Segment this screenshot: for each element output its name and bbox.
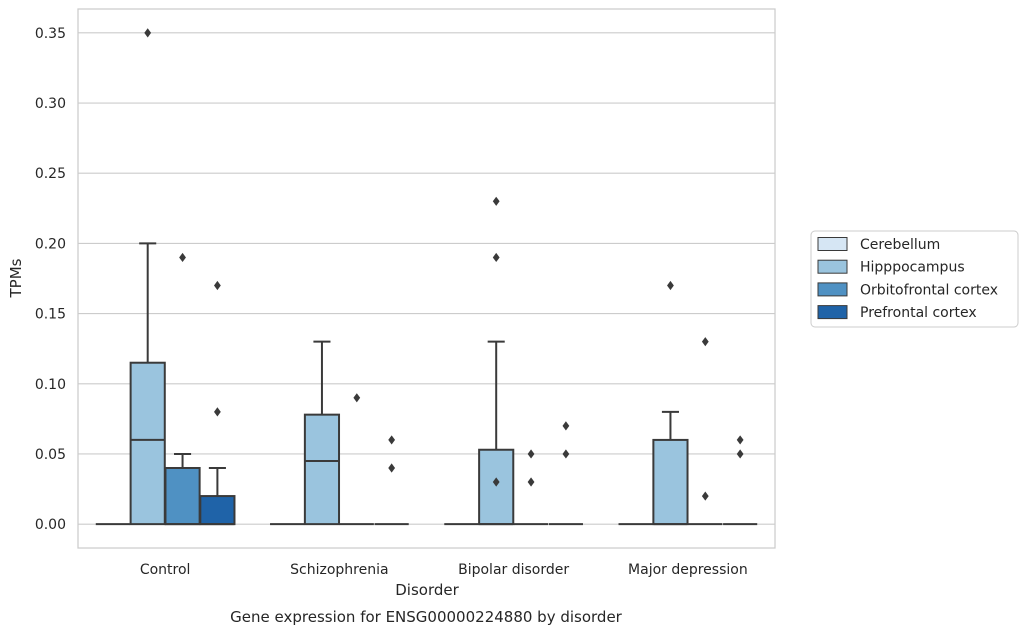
box-hipppocampus <box>129 28 166 526</box>
box-prefrontal-cortex <box>723 435 758 526</box>
y-tick-label: 0.30 <box>35 96 66 112</box>
gridlines <box>78 32 775 525</box>
box-body <box>652 438 689 526</box>
outlier-point <box>527 449 535 459</box>
x-tick-label: Major depression <box>628 562 748 578</box>
outlier-point <box>388 463 396 473</box>
box-orbitofrontal-cortex <box>339 393 374 526</box>
outlier-point <box>214 407 221 417</box>
box-prefrontal-cortex <box>548 421 583 526</box>
legend-swatch <box>817 259 848 274</box>
outlier-point <box>353 393 361 403</box>
outlier-point <box>701 491 709 501</box>
legend-label: Orbitofrontal cortex <box>860 282 998 298</box>
box-prefrontal-cortex <box>199 280 236 526</box>
box-hipppocampus <box>652 280 689 526</box>
legend-swatch <box>817 282 848 297</box>
legend-label: Hipppocampus <box>860 260 965 276</box>
y-tick-label: 0.20 <box>35 236 66 252</box>
outlier-point <box>144 28 152 38</box>
x-tick-label: Control <box>140 562 191 578</box>
y-tick-label: 0.25 <box>35 166 66 182</box>
box-prefrontal-cortex <box>374 435 409 526</box>
outlier-point <box>179 252 186 263</box>
box-body <box>478 448 515 526</box>
outlier-point <box>492 196 500 206</box>
box-body <box>164 466 201 526</box>
x-axis-ticks: Control Schizophrenia Bipolar disorder Majo… <box>140 562 748 578</box>
box-plots <box>95 28 758 526</box>
outlier-point <box>736 435 744 445</box>
box-orbitofrontal-cortex <box>513 449 549 526</box>
outlier-point <box>736 449 744 459</box>
outlier-point <box>492 477 500 487</box>
box-orbitofrontal-cortex <box>688 337 723 526</box>
y-axis-label: TPMs <box>7 258 25 298</box>
plot-area-frame <box>77 8 776 549</box>
box-body <box>303 413 341 526</box>
outlier-point <box>214 280 221 291</box>
box-hipppocampus <box>478 196 515 526</box>
x-tick-label: Schizophrenia <box>290 562 388 578</box>
outlier-point <box>492 252 500 263</box>
legend: Cerebellum Hipppocampus Orbitofrontal cort… <box>810 230 1019 328</box>
y-tick-label: 0.10 <box>35 377 66 393</box>
outlier-point <box>667 280 674 291</box>
y-tick-label: 0.35 <box>35 26 66 42</box>
outlier-point <box>701 337 709 347</box>
box-body <box>129 361 166 526</box>
outlier-point <box>562 449 570 459</box>
y-tick-label: 0.05 <box>35 447 66 463</box>
legend-label: Prefrontal cortex <box>860 305 977 321</box>
legend-frame <box>810 230 1019 328</box>
box-orbitofrontal-cortex <box>164 252 201 526</box>
x-axis-label: Disorder <box>395 581 459 599</box>
outlier-point <box>562 421 570 431</box>
legend-swatch <box>817 305 848 320</box>
y-axis-ticks: 0.00 0.05 0.10 0.15 0.20 0.25 0.30 0.35 <box>35 26 66 533</box>
box-hipppocampus <box>303 340 341 526</box>
box-body <box>199 495 236 526</box>
figure-caption: Gene expression for ENSG00000224880 by d… <box>230 608 623 626</box>
legend-swatch <box>817 237 848 251</box>
legend-label: Cerebellum <box>860 237 940 253</box>
outlier-point <box>527 477 535 487</box>
x-tick-label: Bipolar disorder <box>458 562 569 578</box>
outlier-point <box>388 435 396 445</box>
y-tick-label: 0.00 <box>35 517 66 533</box>
y-tick-label: 0.15 <box>35 307 66 323</box>
